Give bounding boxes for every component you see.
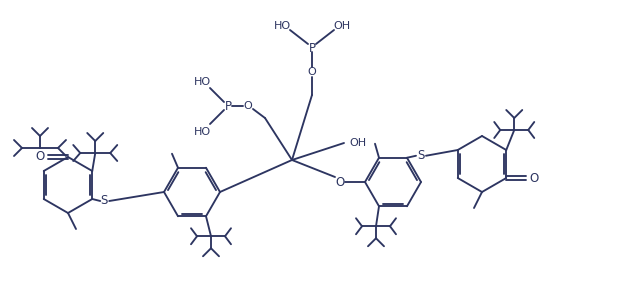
Text: P: P	[224, 100, 231, 113]
Text: OH: OH	[333, 21, 351, 31]
Text: O: O	[529, 171, 539, 184]
Text: HO: HO	[193, 77, 210, 87]
Text: O: O	[36, 150, 44, 164]
Text: S: S	[417, 149, 425, 162]
Text: S: S	[101, 194, 108, 207]
Text: HO: HO	[193, 127, 210, 137]
Text: HO: HO	[273, 21, 290, 31]
Text: OH: OH	[349, 138, 366, 148]
Text: O: O	[307, 67, 316, 77]
Text: O: O	[335, 175, 345, 189]
Text: P: P	[309, 42, 316, 54]
Text: O: O	[243, 101, 252, 111]
